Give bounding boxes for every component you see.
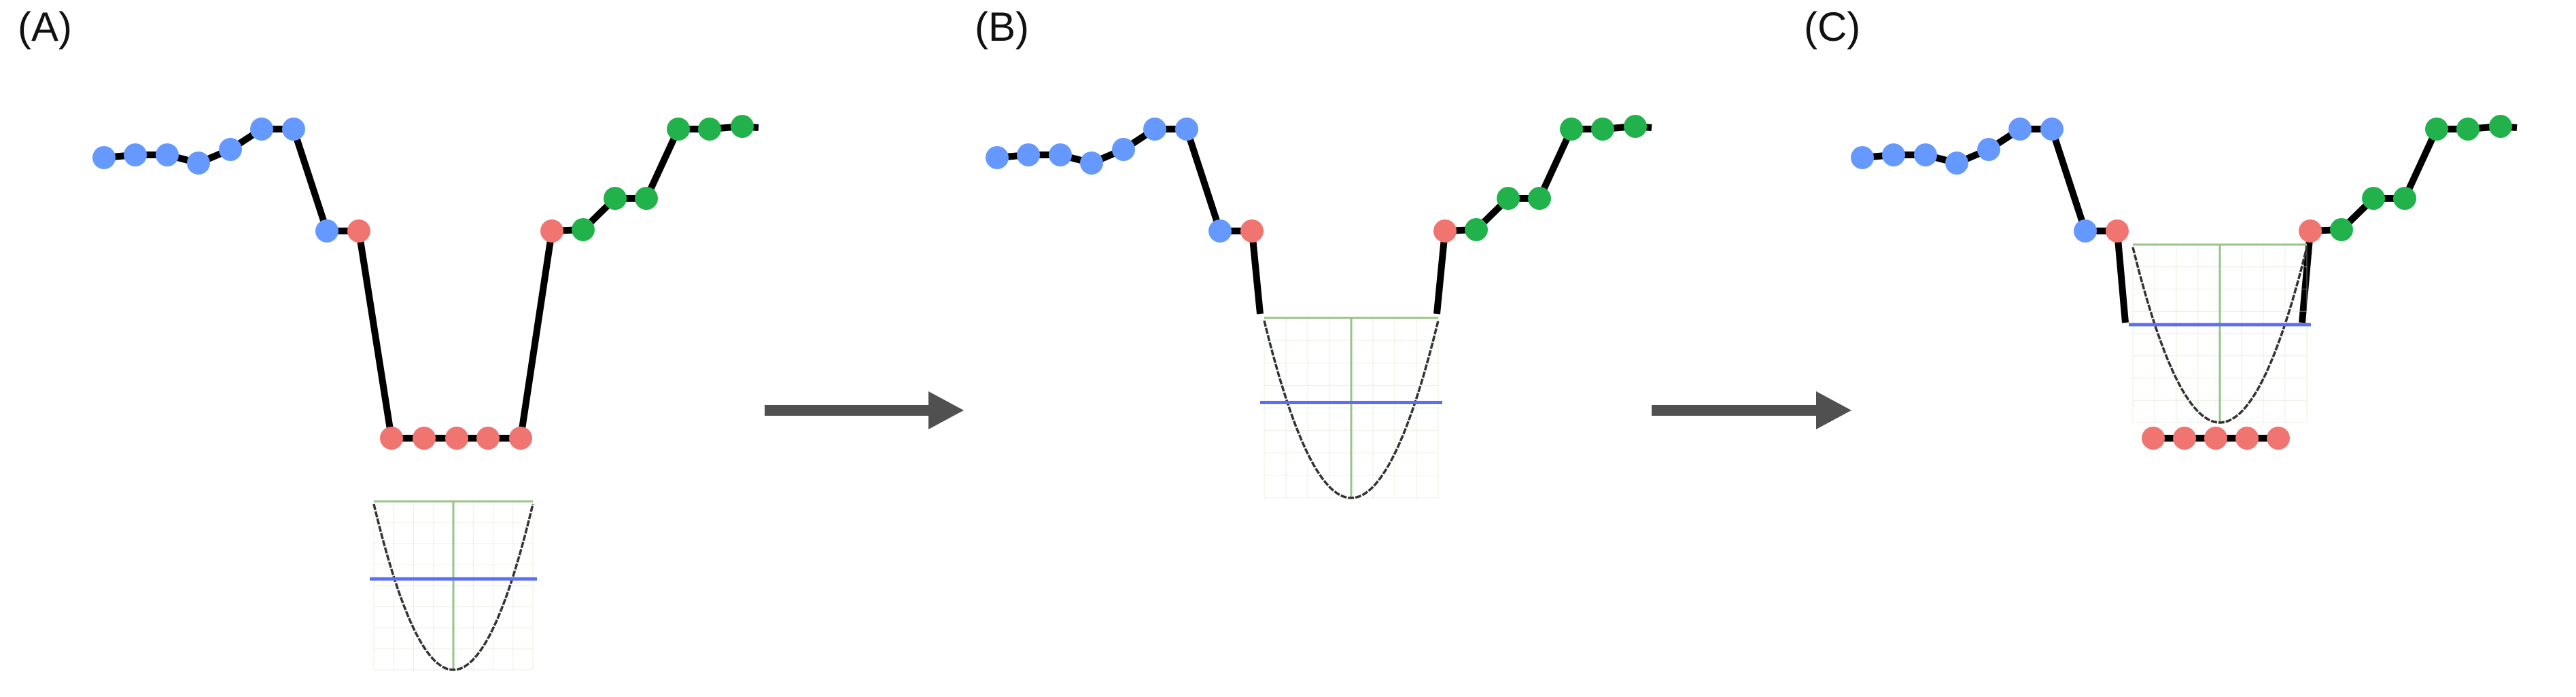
well-curve [1263, 320, 1440, 499]
blue-bead [1945, 151, 1968, 175]
blue-bead [1882, 143, 1905, 166]
well-curve [2131, 247, 2308, 424]
potential-well [2129, 243, 2311, 424]
green-bead [1591, 118, 1614, 141]
green-bead [667, 118, 690, 141]
well-curve [372, 503, 534, 671]
right-arrow-icon [1652, 391, 1851, 429]
blue-bead [986, 146, 1009, 169]
potential-well [1260, 317, 1442, 499]
chain-bond-right [551, 123, 743, 234]
blue-bead [156, 143, 179, 166]
chain-bond-right [2310, 123, 2501, 234]
chain-bond-right [1444, 123, 1636, 234]
blue-bead [124, 143, 147, 166]
panel-label-a: (A) [18, 4, 72, 50]
red-bead [509, 427, 532, 450]
green-bead [2425, 118, 2448, 141]
red-bead [2267, 427, 2290, 450]
red-bead [2106, 219, 2129, 243]
panel-label-b: (B) [975, 4, 1029, 50]
blue-bead [2074, 219, 2097, 243]
blue-bead [1851, 146, 1874, 169]
blue-bead [315, 219, 338, 243]
blue-bead [1049, 143, 1072, 166]
blue-bead [1112, 138, 1135, 161]
blue-bead [1080, 151, 1103, 175]
red-bead [413, 427, 436, 450]
green-bead [2362, 187, 2385, 210]
red-bead [445, 427, 468, 450]
right-arrow-icon [765, 391, 964, 429]
blue-bead [219, 138, 242, 161]
green-bead [731, 115, 754, 138]
green-bead [572, 218, 595, 241]
red-bead [347, 219, 370, 243]
detached-red-segment [2142, 427, 2290, 450]
blue-bead [92, 146, 116, 169]
blue-bead [1143, 118, 1166, 141]
blue-bead [1175, 118, 1198, 141]
blue-bead [1914, 143, 1937, 166]
arrow-head [1816, 391, 1851, 429]
green-bead [1624, 115, 1647, 138]
panel-label-c: (C) [1804, 4, 1861, 50]
green-bead [2456, 118, 2479, 141]
blue-bead [1977, 138, 2000, 161]
red-bead [1240, 219, 1264, 243]
potential-well [370, 500, 537, 671]
red-bead [1433, 219, 1457, 243]
green-bead [2393, 187, 2416, 210]
molecule-chain [92, 115, 759, 450]
arrow-head [928, 391, 964, 429]
chain-bond-stub-left [1249, 230, 1264, 315]
red-bead [2299, 219, 2322, 243]
blue-bead [187, 151, 210, 175]
green-bead [604, 187, 627, 210]
green-bead [1465, 218, 1488, 241]
blue-bead [282, 118, 305, 141]
red-bead [476, 427, 500, 450]
molecule-chain [1851, 115, 2518, 323]
chain-bond-descend-left [355, 230, 395, 439]
blue-bead [2040, 118, 2064, 141]
green-bead [2489, 115, 2512, 138]
blue-bead [2008, 118, 2032, 141]
red-bead [2235, 427, 2259, 450]
green-bead [1497, 187, 1520, 210]
blue-bead [1208, 219, 1232, 243]
red-bead [2142, 427, 2165, 450]
green-bead [1528, 187, 1551, 210]
chain-bond-descend-right [517, 230, 555, 439]
green-bead [635, 187, 658, 210]
molecule-chain [986, 115, 1652, 315]
blue-bead [1017, 143, 1040, 166]
chain-bond-stub-right [2299, 230, 2314, 323]
green-bead [698, 118, 721, 141]
red-bead [2204, 427, 2227, 450]
red-bead [2173, 427, 2196, 450]
green-bead [2330, 218, 2353, 241]
red-bead [540, 219, 563, 243]
chain-bond-stub-right [1433, 230, 1448, 315]
chain-bond-stub-left [2114, 230, 2129, 323]
blue-bead [250, 118, 273, 141]
green-bead [1560, 118, 1583, 141]
red-bead [380, 427, 403, 450]
